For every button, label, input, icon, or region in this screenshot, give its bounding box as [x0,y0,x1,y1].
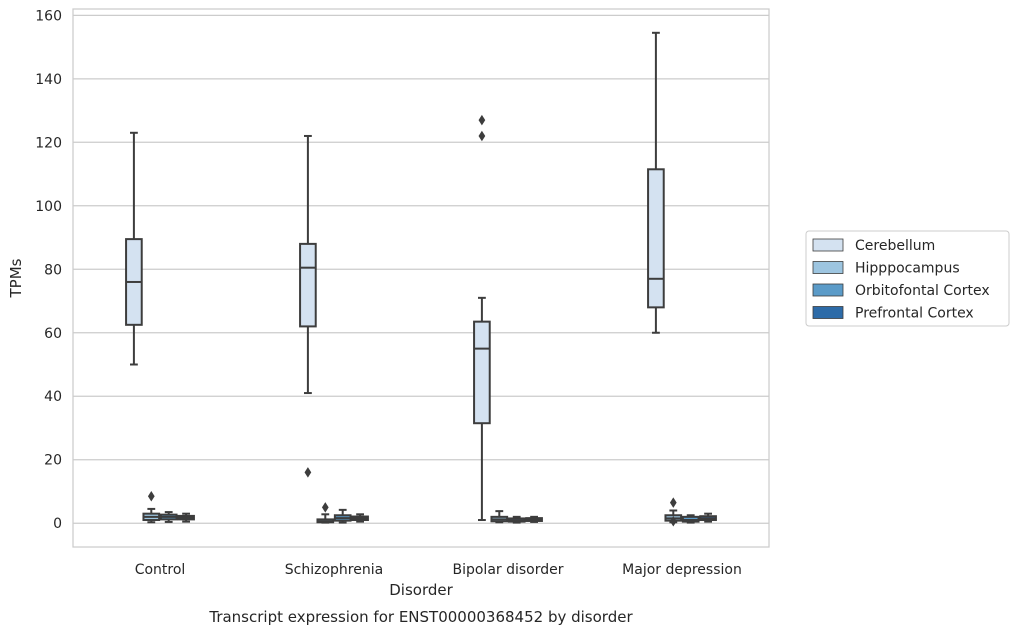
x-tick-label: Control [135,562,186,578]
outlier-point [478,130,486,142]
legend-frame [805,230,1010,327]
y-axis-label: TPMs [7,258,25,298]
outlier-point [304,467,312,478]
legend-swatch [812,238,844,252]
grid-lines [73,14,769,524]
chart-title: Transcript expression for ENST0000036845… [208,608,633,626]
legend-label: Cerebellum [855,238,935,254]
outlier-point [147,490,155,502]
legend-swatch [812,283,844,297]
series-group [159,508,700,524]
x-tick-labels: Control Schizophrenia Bipolar disorder Majo… [135,562,742,578]
outlier-point [321,502,329,513]
y-tick-label: 100 [35,199,62,215]
x-tick-label: Bipolar disorder [452,562,563,578]
legend-label: Hipppocampus [855,261,960,277]
y-tick-label: 0 [53,516,62,532]
legend-label: Orbitofontal Cortex [855,283,990,299]
y-tick-label: 20 [44,453,62,469]
box-series [125,31,717,527]
x-tick-label: Schizophrenia [285,562,383,578]
series-group [177,512,717,523]
legend-swatch [812,261,844,274]
series-group [142,490,683,527]
y-tick-label: 140 [35,72,62,88]
y-tick-label: 160 [35,8,62,24]
y-tick-label: 60 [44,326,62,342]
y-tick-label: 120 [35,135,62,151]
x-axis-label: Disorder [389,581,453,599]
box [299,242,317,328]
legend-label: Prefrontal Cortex [855,306,974,322]
outlier-point [669,516,677,527]
x-tick-label: Major depression [622,562,742,578]
series-group [125,31,665,522]
y-tick-label: 80 [44,262,62,278]
box [647,168,665,309]
legend: Cerebellum Hipppocampus Orbitofontal Corte… [805,230,1010,327]
y-tick-labels: 0 20 40 60 80 100 120 140 160 [35,8,62,532]
box [473,320,491,425]
plot-frame [72,8,770,548]
outlier-point [478,114,486,126]
legend-swatch [812,306,844,319]
y-tick-label: 40 [44,389,62,405]
outlier-point [669,497,677,508]
